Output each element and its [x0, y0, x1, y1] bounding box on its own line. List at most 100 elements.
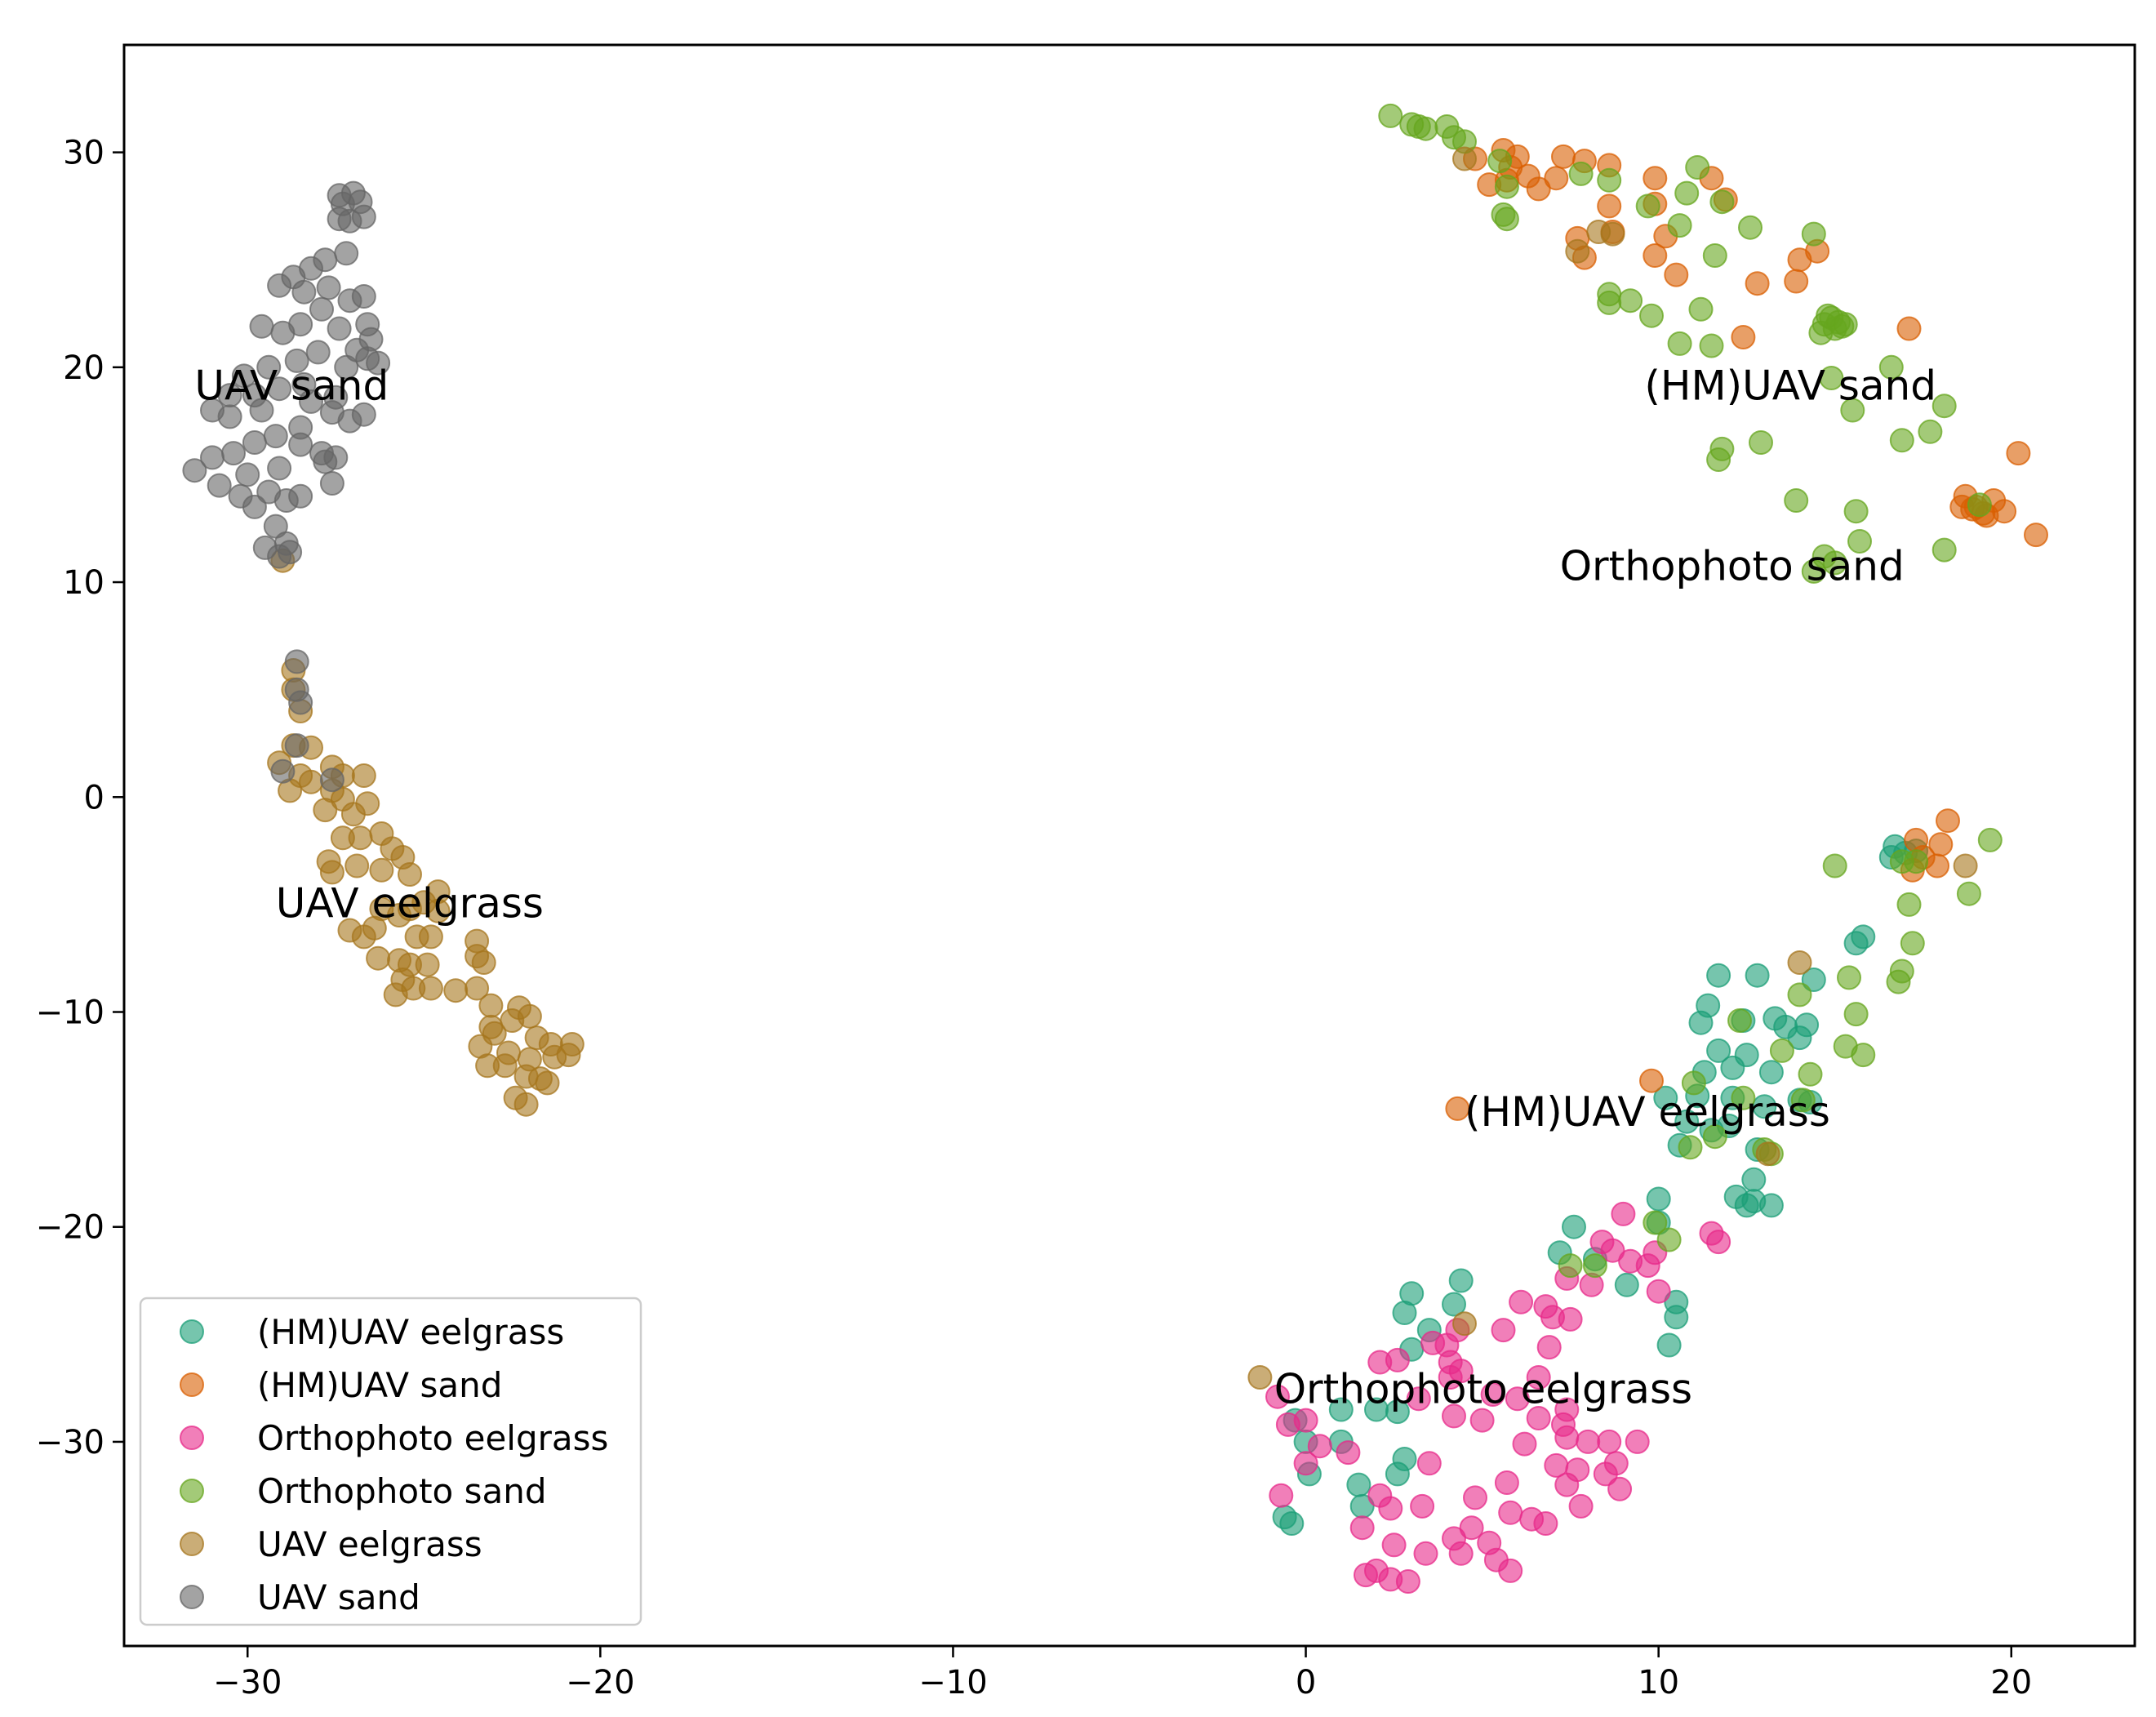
point-hm-uav-eelgrass-21: [1752, 1094, 1777, 1119]
point-uav-sand-58: [288, 483, 313, 509]
point-orthophoto-eelgrass-21: [1438, 1350, 1463, 1375]
legend-item-orthophoto-eelgrass: Orthophoto eelgrass: [180, 1418, 608, 1458]
point-hm-uav-sand-46: [1445, 1096, 1470, 1121]
point-uav-sand-11: [267, 273, 292, 298]
point-hm-uav-sand-44: [1992, 499, 2017, 524]
point-orthophoto-sand-49: [1822, 550, 1847, 576]
point-uav-eelgrass-13: [313, 798, 338, 823]
point-uav-sand-49: [288, 432, 313, 457]
point-uav-eelgrass-80: [1600, 221, 1625, 247]
point-orthophoto-eelgrass-47: [1607, 1476, 1633, 1501]
point-orthophoto-eelgrass-1: [1600, 1238, 1625, 1263]
legend-marker-uav-sand: [180, 1585, 204, 1609]
point-uav-eelgrass-71: [513, 1092, 539, 1117]
point-orthophoto-sand-25: [1667, 331, 1692, 356]
point-orthophoto-eelgrass-53: [1381, 1532, 1407, 1558]
point-uav-sand-59: [242, 494, 267, 519]
point-hm-uav-sand-33: [1925, 853, 1949, 879]
annotation-hm-uav-sand: (HM)UAV sand: [1644, 362, 1936, 409]
point-uav-sand-46: [221, 441, 246, 466]
point-uav-eelgrass-47: [418, 976, 443, 1001]
point-orthophoto-sand-73: [1643, 1210, 1668, 1235]
point-uav-eelgrass-49: [383, 982, 408, 1008]
point-orthophoto-sand-69: [1702, 1124, 1727, 1150]
point-orthophoto-sand-52: [1967, 492, 1992, 518]
point-orthophoto-sand-18: [1738, 215, 1763, 240]
point-hm-uav-eelgrass-3: [1706, 963, 1731, 988]
point-orthophoto-eelgrass-61: [1307, 1434, 1332, 1459]
point-hm-uav-sand-23: [1664, 262, 1689, 287]
point-uav-eelgrass-37: [351, 924, 376, 950]
legend-label-uav-sand: UAV sand: [257, 1577, 420, 1617]
legend-item-hm-uav-eelgrass: (HM)UAV eelgrass: [180, 1312, 564, 1352]
point-uav-sand-42: [351, 402, 376, 427]
point-orthophoto-sand-14: [1674, 180, 1700, 206]
point-orthophoto-sand-59: [1837, 965, 1861, 990]
point-orthophoto-sand-12: [1597, 167, 1622, 193]
point-uav-sand-67: [284, 649, 309, 674]
point-orthophoto-eelgrass-50: [1442, 1526, 1466, 1551]
point-orthophoto-sand-46: [1784, 488, 1809, 513]
point-hm-uav-eelgrass-12: [1706, 1038, 1731, 1063]
point-uav-eelgrass-74: [1452, 1311, 1477, 1337]
point-hm-uav-eelgrass-2: [1745, 963, 1770, 988]
point-orthophoto-sand-19: [1801, 221, 1826, 247]
point-uav-eelgrass-19: [330, 825, 355, 851]
point-orthophoto-eelgrass-12: [1509, 1289, 1534, 1314]
y-tick-label-2: 10: [63, 564, 104, 602]
point-orthophoto-sand-15: [1709, 189, 1735, 215]
point-orthophoto-sand-42: [1706, 447, 1731, 472]
point-hm-uav-sand-12: [1643, 166, 1668, 191]
point-uav-eelgrass-81: [1452, 146, 1477, 171]
point-hm-uav-eelgrass-35: [1562, 1214, 1586, 1239]
point-orthophoto-sand-77: [1822, 853, 1847, 879]
point-orthophoto-sand-80: [1727, 1008, 1752, 1033]
point-orthophoto-eelgrass-64: [1275, 1412, 1300, 1437]
point-uav-sand-16: [309, 296, 334, 322]
point-orthophoto-sand-68: [1731, 1085, 1756, 1110]
point-orthophoto-eelgrass-74: [1505, 1386, 1530, 1412]
point-orthophoto-sand-47: [1847, 529, 1872, 554]
point-orthophoto-sand-63: [1851, 1043, 1876, 1068]
series-orthophoto-sand: [1378, 103, 2003, 1279]
point-orthophoto-eelgrass-31: [1597, 1429, 1622, 1454]
point-orthophoto-sand-51: [1932, 537, 1957, 563]
annotation-uav-sand: UAV sand: [194, 362, 389, 409]
point-orthophoto-eelgrass-51: [1410, 1493, 1435, 1519]
point-uav-eelgrass-79: [1565, 238, 1590, 264]
point-orthophoto-sand-50: [1801, 558, 1826, 584]
point-uav-sand-18: [270, 320, 296, 345]
point-uav-sand-13: [316, 275, 341, 300]
annotation-orthophoto-sand: Orthophoto sand: [1560, 542, 1905, 589]
point-uav-eelgrass-48: [443, 978, 469, 1003]
point-orthophoto-sand-55: [1896, 892, 1922, 917]
point-orthophoto-eelgrass-57: [1354, 1563, 1378, 1588]
point-orthophoto-eelgrass-65: [1269, 1483, 1294, 1508]
point-hm-uav-eelgrass-8: [1688, 1010, 1714, 1035]
point-orthophoto-eelgrass-39: [1463, 1485, 1487, 1510]
point-hm-uav-sand-4: [1551, 144, 1576, 169]
point-uav-eelgrass-41: [366, 945, 391, 971]
point-uav-sand-65: [319, 471, 345, 496]
point-uav-eelgrass-40: [415, 952, 440, 977]
series-uav-sand: [182, 180, 391, 793]
point-orthophoto-eelgrass-7: [1706, 1230, 1731, 1255]
point-hm-uav-sand-42: [2006, 441, 2031, 466]
point-orthophoto-sand-20: [1702, 243, 1727, 268]
point-orthophoto-sand-65: [1769, 1038, 1794, 1063]
point-orthophoto-sand-76: [1558, 1253, 1583, 1279]
point-hm-uav-sand-24: [1745, 271, 1770, 296]
point-hm-uav-sand-27: [1896, 316, 1922, 341]
point-hm-uav-eelgrass-33: [1734, 1193, 1759, 1218]
point-uav-sand-6: [351, 204, 376, 229]
legend-marker-hm-uav-sand: [180, 1372, 204, 1397]
point-uav-sand-36: [217, 404, 242, 429]
point-orthophoto-sand-21: [1618, 288, 1643, 314]
point-hm-uav-eelgrass-20: [1653, 1085, 1678, 1110]
point-orthophoto-eelgrass-5: [1635, 1253, 1660, 1279]
point-orthophoto-sand-39: [1932, 394, 1957, 419]
point-hm-uav-eelgrass-38: [1614, 1272, 1639, 1297]
point-orthophoto-eelgrass-11: [1558, 1306, 1583, 1332]
series-orthophoto-eelgrass: [1265, 1201, 1731, 1594]
point-uav-sand-71: [270, 758, 296, 784]
